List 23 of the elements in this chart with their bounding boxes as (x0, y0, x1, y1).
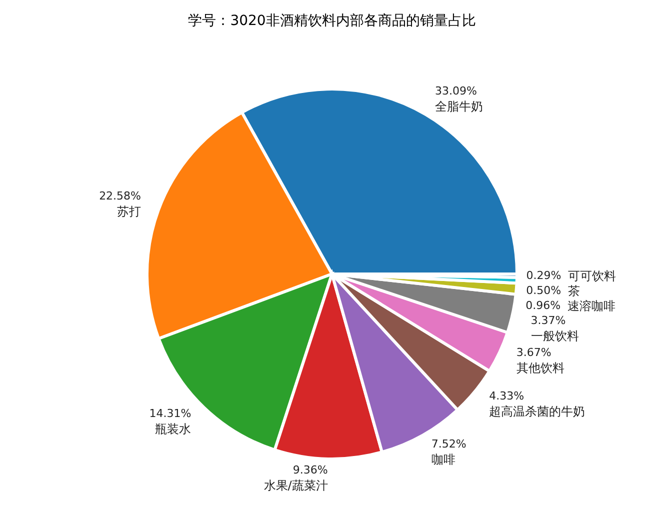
data-label: 0.96% (526, 298, 561, 312)
slice-label: 一般饮料 (530, 328, 579, 343)
slice-label: 可可饮料 (568, 268, 616, 283)
data-label: 4.33% (489, 389, 524, 402)
slice-label: 其他饮料 (516, 361, 564, 376)
slice-label: 茶 (568, 284, 580, 298)
data-label: 9.36% (292, 463, 328, 476)
slice-label: 苏打 (117, 204, 142, 219)
data-label: 14.31% (149, 406, 192, 420)
data-label: 33.09% (435, 84, 478, 98)
chart-title: 学号：3020非酒精饮料内部各商品的销量占比 (188, 13, 476, 29)
slice-label: 全脂牛奶 (435, 100, 484, 114)
slice-label: 水果/蔬菜汁 (264, 478, 328, 492)
slice-label: 瓶装水 (155, 422, 192, 436)
data-label: 0.50% (526, 284, 562, 297)
slice-label: 咖啡 (431, 452, 456, 467)
slice-label: 速溶咖啡 (568, 298, 616, 313)
data-label: 3.67% (516, 346, 552, 360)
data-label: 22.58% (99, 190, 142, 203)
slice-label: 超高温杀菌的牛奶 (489, 404, 586, 418)
data-label: 3.37% (530, 314, 566, 327)
data-label: 7.52% (431, 438, 466, 451)
data-label: 0.29% (526, 268, 562, 282)
